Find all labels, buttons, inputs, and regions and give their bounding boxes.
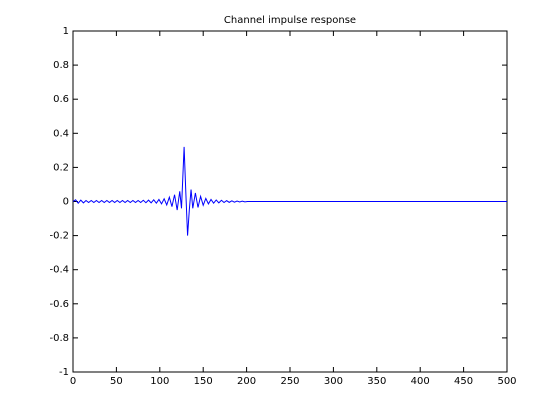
x-tick-label: 100 bbox=[150, 376, 169, 387]
y-tick-label: 0.6 bbox=[53, 94, 69, 105]
y-tick-label: 0 bbox=[63, 197, 69, 208]
x-tick-label: 300 bbox=[324, 376, 343, 387]
y-tick-label: 1 bbox=[63, 26, 69, 37]
x-tick-label: 150 bbox=[194, 376, 213, 387]
y-tick-label: 0.4 bbox=[53, 128, 69, 139]
y-tick-label: -1 bbox=[59, 367, 69, 378]
y-tick-label: -0.2 bbox=[49, 231, 69, 242]
y-tick-label: 0.2 bbox=[53, 162, 69, 173]
y-tick-label: -0.8 bbox=[49, 333, 69, 344]
y-tick-label: -0.4 bbox=[49, 265, 69, 276]
chart-title: Channel impulse response bbox=[224, 15, 356, 26]
line bbox=[72, 146, 507, 236]
x-tick-label: 450 bbox=[454, 376, 473, 387]
x-tick-label: 0 bbox=[70, 376, 76, 387]
x-tick-label: 500 bbox=[497, 376, 516, 387]
y-tick-label: -0.6 bbox=[49, 299, 69, 310]
x-tick-label: 50 bbox=[110, 376, 123, 387]
x-tick-label: 400 bbox=[411, 376, 430, 387]
y-tick-label: 0.8 bbox=[53, 60, 69, 71]
x-tick-label: 350 bbox=[367, 376, 386, 387]
x-tick-label: 200 bbox=[237, 376, 256, 387]
x-tick-label: 250 bbox=[280, 376, 299, 387]
